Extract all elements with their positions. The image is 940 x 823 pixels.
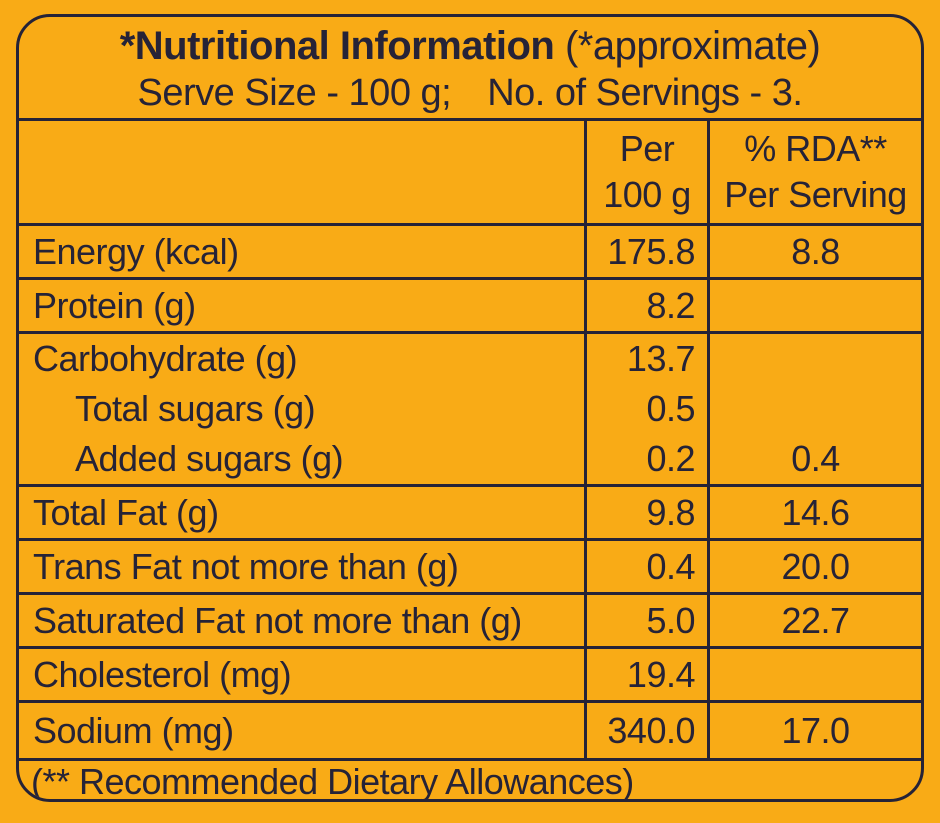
page-title: *Nutritional Information (*approximate)	[120, 22, 821, 70]
row-label: Saturated Fat not more than (g)	[33, 599, 522, 641]
row-label: Sodium (mg)	[33, 709, 234, 751]
row-label: Protein (g)	[33, 284, 196, 326]
row-rda-value: 8.8	[707, 226, 921, 277]
row-per-100g-value: 0.4	[584, 541, 707, 592]
servings-count-text: No. of Servings - 3.	[487, 71, 803, 114]
table-row-total-fat: Total Fat (g) 9.8 14.6	[19, 487, 921, 541]
column-header-row: Per 100 g % RDA** Per Serving	[19, 121, 921, 226]
column-header-rda: % RDA** Per Serving	[707, 121, 921, 223]
row-per-100g-value: 19.4	[584, 649, 707, 700]
row-rda-value: 14.6	[707, 487, 921, 538]
row-rda-value: 20.0	[707, 541, 921, 592]
row-label: Total sugars (g)	[75, 388, 316, 429]
rda-footnote: (** Recommended Dietary Allowances)	[31, 761, 634, 802]
row-per-100g-value: 340.0	[584, 703, 707, 758]
row-per-100g-value: 175.8	[584, 226, 707, 277]
rda-line2: Per Serving	[724, 174, 907, 215]
row-label: Trans Fat not more than (g)	[33, 545, 459, 587]
table-row-added-sugars: Added sugars (g) 0.2 0.4	[19, 434, 921, 487]
serve-info-line: Serve Size - 100 g; No. of Servings - 3.	[138, 70, 803, 116]
row-per-100g-value: 0.2	[584, 434, 707, 484]
table-row-saturated-fat: Saturated Fat not more than (g) 5.0 22.7	[19, 595, 921, 649]
row-rda-value: 0.4	[707, 434, 921, 484]
column-header-blank	[19, 121, 584, 223]
row-label: Cholesterol (mg)	[33, 653, 292, 695]
table-row-protein: Protein (g) 8.2	[19, 280, 921, 334]
table-row-energy: Energy (kcal) 175.8 8.8	[19, 226, 921, 280]
row-per-100g-value: 0.5	[584, 384, 707, 434]
title-bold-text: *Nutritional Information	[119, 23, 555, 68]
nutrition-panel: *Nutritional Information (*approximate) …	[16, 14, 924, 802]
row-per-100g-value: 13.7	[584, 334, 707, 384]
title-approximate-note: (*approximate)	[564, 23, 821, 68]
table-row-trans-fat: Trans Fat not more than (g) 0.4 20.0	[19, 541, 921, 595]
table-row-carbohydrate: Carbohydrate (g) 13.7	[19, 334, 921, 384]
label-header: *Nutritional Information (*approximate) …	[19, 17, 921, 121]
row-label: Carbohydrate (g)	[33, 338, 298, 379]
row-per-100g-value: 9.8	[584, 487, 707, 538]
rda-line1: % RDA**	[744, 128, 887, 169]
table-row-cholesterol: Cholesterol (mg) 19.4	[19, 649, 921, 703]
row-label: Added sugars (g)	[75, 438, 344, 479]
row-per-100g-value: 5.0	[584, 595, 707, 646]
per-100g-line1: Per	[619, 128, 675, 169]
row-rda-value	[707, 334, 921, 384]
row-label: Energy (kcal)	[33, 230, 239, 272]
row-rda-value: 17.0	[707, 703, 921, 758]
row-rda-value	[707, 384, 921, 434]
serve-size-text: Serve Size - 100 g;	[137, 71, 452, 114]
row-per-100g-value: 8.2	[584, 280, 707, 331]
row-label: Total Fat (g)	[33, 491, 219, 533]
table-row-total-sugars: Total sugars (g) 0.5	[19, 384, 921, 434]
row-rda-value	[707, 649, 921, 700]
row-rda-value: 22.7	[707, 595, 921, 646]
per-100g-line2: 100 g	[603, 174, 691, 215]
column-header-per-100g: Per 100 g	[584, 121, 707, 223]
table-row-sodium: Sodium (mg) 340.0 17.0	[19, 703, 921, 761]
row-rda-value	[707, 280, 921, 331]
